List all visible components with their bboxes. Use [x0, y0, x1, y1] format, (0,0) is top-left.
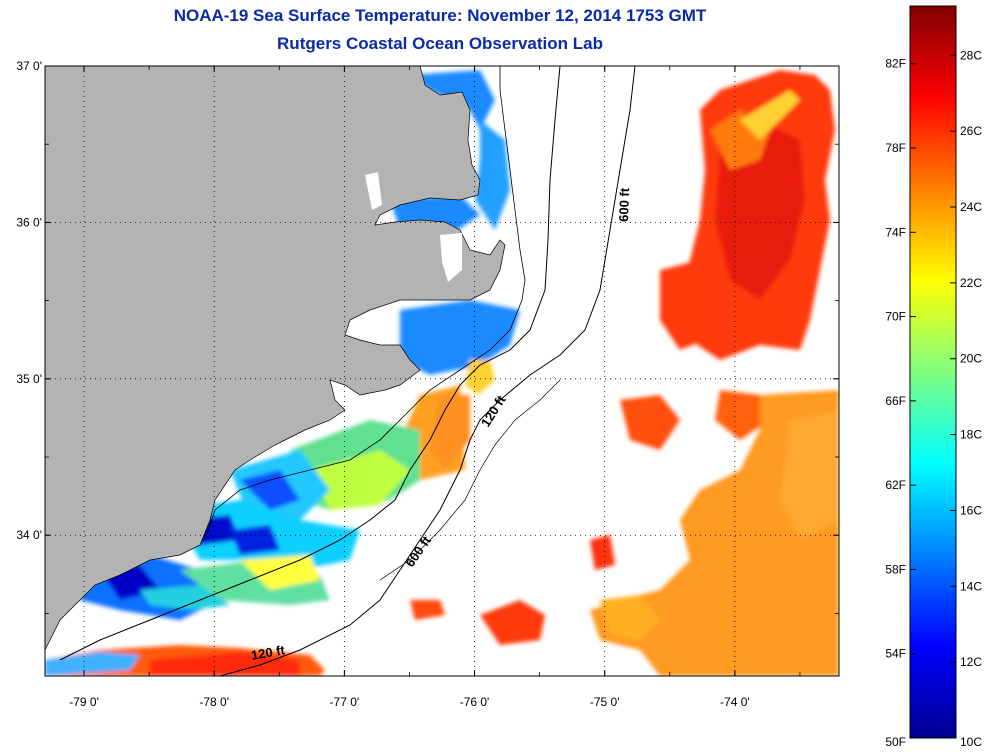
colorbar-c-label: 22C	[960, 276, 982, 290]
lat-tick-label: 34 0'	[16, 528, 42, 542]
axis-ticks: -79 0' -78 0' -77 0' -76 0' -75 0' -74 0' 37 0…	[16, 59, 839, 709]
colorbar-f-label: 62F	[885, 478, 906, 492]
colorbar-c-label: 20C	[960, 352, 982, 366]
lat-tick-label: 35 0'	[16, 372, 42, 386]
colorbar-f-label: 82F	[885, 57, 906, 71]
colorbar-f-label: 54F	[885, 647, 906, 661]
colorbar-c-label: 14C	[960, 579, 982, 593]
colorbar-f-label: 50F	[885, 735, 906, 749]
lat-tick-label: 37 0'	[16, 59, 42, 73]
lon-tick-label: -74 0'	[720, 695, 750, 709]
lat-tick-label: 36 0'	[16, 215, 42, 229]
colorbar: 28C 26C 24C 22C 20C 18C 16C 14C 12C 10C 82F 78F 74F 7…	[885, 5, 982, 749]
map-title: NOAA-19 Sea Surface Temperature: Novembe…	[173, 6, 707, 25]
lon-tick-label: -76 0'	[460, 695, 490, 709]
lon-tick-label: -75 0'	[590, 695, 620, 709]
colorbar-f-label: 70F	[885, 310, 906, 324]
lon-tick-label: -77 0'	[330, 695, 360, 709]
map-frame	[44, 65, 840, 677]
colorbar-c-label: 26C	[960, 124, 982, 138]
colorbar-c-label: 24C	[960, 200, 982, 214]
lon-tick-label: -79 0'	[69, 695, 99, 709]
colorbar-gradient	[909, 5, 957, 739]
land-mass	[45, 66, 506, 651]
colorbar-c-label: 18C	[960, 428, 982, 442]
colorbar-f-label: 58F	[885, 562, 906, 576]
colorbar-f-label: 78F	[885, 141, 906, 155]
map-subtitle: Rutgers Coastal Ocean Observation Lab	[277, 34, 603, 53]
colorbar-f-label: 66F	[885, 394, 906, 408]
colorbar-c-label: 16C	[960, 503, 982, 517]
colorbar-c-label: 10C	[960, 735, 982, 749]
colorbar-c-label: 28C	[960, 48, 982, 62]
colorbar-f-label: 74F	[885, 225, 906, 239]
graticule	[45, 65, 839, 676]
contour-600ft-north	[219, 66, 636, 676]
colorbar-c-label: 12C	[960, 655, 982, 669]
contour-label-120ft-south: 120 ft	[250, 642, 287, 663]
contour-label-600ft-north: 600 ft	[616, 187, 632, 222]
contour-120ft	[59, 66, 561, 661]
lon-tick-label: -78 0'	[199, 695, 229, 709]
